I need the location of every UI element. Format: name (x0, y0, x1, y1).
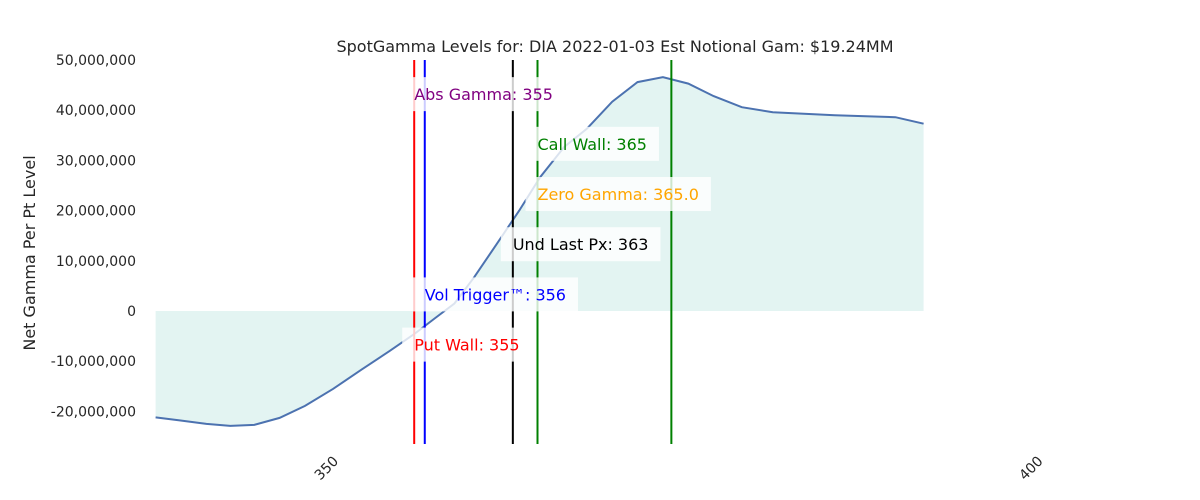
level-label-put-wall: Put Wall: 355 (402, 327, 532, 362)
y-tick-label: -10,000,000 (51, 354, 136, 370)
level-label-call-wall: Call Wall: 365 (525, 126, 659, 161)
x-ticks: 350 400 (312, 454, 1047, 484)
svg-text:Put Wall: 355: Put Wall: 355 (414, 336, 519, 355)
y-tick-label: 40,000,000 (56, 103, 136, 119)
y-tick-label: 20,000,000 (56, 204, 136, 220)
svg-text:Abs Gamma: 355: Abs Gamma: 355 (414, 85, 553, 104)
y-tick-label: -20,000,000 (51, 404, 136, 420)
chart-title: SpotGamma Levels for: DIA 2022-01-03 Est… (336, 37, 893, 56)
y-tick-label: 30,000,000 (56, 153, 136, 169)
y-axis-label: Net Gamma Per Pt Level (20, 155, 39, 350)
level-label-zero-gamma: Zero Gamma: 365.0 (525, 177, 711, 212)
svg-text:Zero Gamma: 365.0: Zero Gamma: 365.0 (538, 185, 699, 204)
svg-text:Und Last Px: 363: Und Last Px: 363 (513, 235, 649, 254)
y-tick-label: 50,000,000 (56, 53, 136, 69)
svg-text:Vol Trigger™: 356: Vol Trigger™: 356 (425, 285, 566, 304)
x-tick-label: 400 (1016, 454, 1046, 484)
y-ticks: 50,000,000 40,000,000 30,000,000 20,000,000… (51, 53, 136, 420)
level-label-vol-trigger: Vol Trigger™: 356 (412, 277, 578, 312)
level-labels: Put Wall: 355 Abs Gamma: 355 Vol Trigger™:… (402, 77, 711, 362)
line-layer (155, 76, 924, 427)
level-label-und-last-px: Und Last Px: 363 (500, 227, 661, 262)
svg-text:Call Wall: 365: Call Wall: 365 (538, 135, 647, 154)
gamma-line (155, 76, 924, 427)
level-label-abs-gamma: Abs Gamma: 355 (402, 77, 565, 112)
x-tick-label: 350 (312, 454, 342, 484)
y-tick-label: 0 (127, 304, 136, 320)
y-tick-label: 10,000,000 (56, 254, 136, 270)
